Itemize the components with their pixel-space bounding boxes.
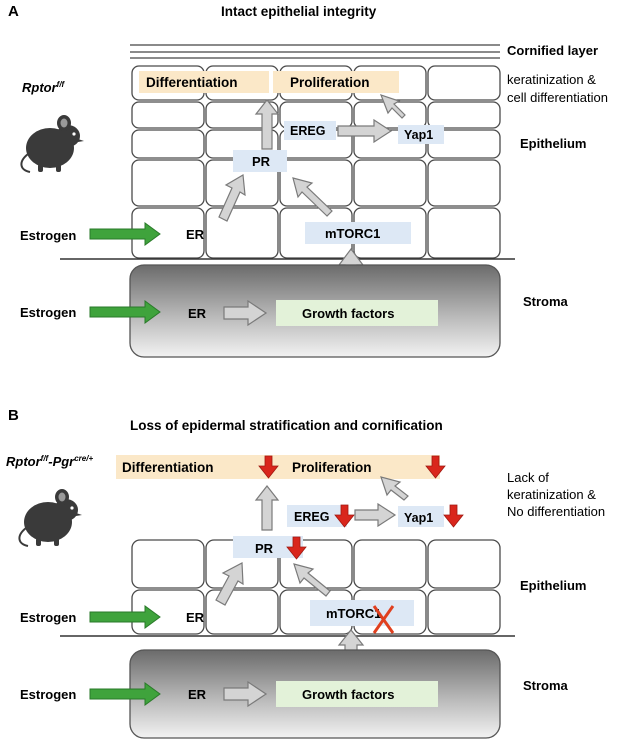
proliferation-label-a: Proliferation (290, 75, 370, 90)
ereg-box-a (284, 121, 336, 140)
panel-a-title: Intact epithelial integrity (221, 4, 377, 19)
arrow-ereg-to-yap1-b (354, 502, 397, 528)
mtorc1-box-b (310, 600, 414, 626)
cornified-layer-label: Cornified layer (507, 43, 598, 58)
estrogen-arrow-stroma-b (89, 682, 161, 706)
arrow-er-to-pr-a (218, 174, 246, 222)
estrogen-epi-label-a: Estrogen (20, 228, 76, 243)
ereg-label-a: EREG (290, 124, 325, 138)
growth-factors-box-a (276, 300, 438, 326)
lack-label-b-1: Lack of (507, 470, 549, 485)
keratinization-label-a-1: keratinization & (507, 72, 596, 87)
lack-label-b-2: keratinization & (507, 487, 596, 502)
red-down-arrow-icon (443, 504, 464, 528)
yap1-label-b: Yap1 (404, 511, 433, 525)
epithelium-label-a: Epithelium (520, 136, 586, 151)
arrow-yap1-to-proliferation-b (380, 476, 409, 501)
arrow-yap1-to-proliferation-a (379, 94, 406, 119)
er-epi-label-a: ER (186, 227, 205, 242)
mtorc1-box-a (305, 222, 411, 244)
inhibition-x-icon (372, 605, 395, 634)
red-down-arrow-icon (334, 504, 355, 528)
pr-label-b: PR (255, 541, 274, 556)
estrogen-arrow-epi-b (89, 605, 161, 629)
arrow-er-to-gf-a (223, 299, 268, 327)
estrogen-epi-label-b: Estrogen (20, 610, 76, 625)
estrogen-arrow-epi-a (89, 222, 161, 246)
differentiation-label-a: Differentiation (146, 75, 238, 90)
growth-factors-label-b: Growth factors (302, 687, 394, 702)
differentiation-label-b: Differentiation (122, 460, 214, 475)
pr-label-a: PR (252, 154, 271, 169)
arrow-er-to-gf-b (223, 680, 268, 708)
ereg-box-b (287, 505, 347, 527)
epithelium-label-b: Epithelium (520, 578, 586, 593)
growth-factors-label-a: Growth factors (302, 306, 394, 321)
arrow-er-to-pr-b (215, 562, 244, 606)
differentiation-box-b (116, 455, 286, 479)
proliferation-label-b: Proliferation (292, 460, 372, 475)
er-epi-label-b: ER (186, 610, 205, 625)
yap1-box-b (398, 506, 444, 527)
panel-b-genotype: Rptorf/f-Pgrcre/+ (6, 454, 93, 469)
er-stroma-label-b: ER (188, 687, 207, 702)
arrow-pr-to-differentiation-b (254, 485, 280, 531)
arrow-mtorc1-to-pr-b (293, 563, 331, 597)
ereg-label-b: EREG (294, 510, 329, 524)
panel-b: B Loss of epidermal stratification and c… (6, 407, 605, 739)
arrow-ereg-to-yap1-a (337, 118, 393, 144)
mtorc1-label-a: mTORC1 (325, 226, 380, 241)
panel-a: A Intact epithelial integrity Cornified … (8, 3, 608, 358)
pr-box-a (233, 150, 287, 172)
estrogen-stroma-label-b: Estrogen (20, 687, 76, 702)
panel-a-genotype: Rptorf/f (22, 80, 66, 95)
pr-box-b (233, 536, 303, 558)
panel-b-letter: B (8, 407, 19, 424)
arrow-pr-to-differentiation-a (254, 99, 280, 150)
growth-factors-box-b (276, 681, 438, 707)
differentiation-box-a (139, 71, 269, 93)
stroma-label-a: Stroma (523, 294, 569, 309)
er-stroma-label-a: ER (188, 306, 207, 321)
proliferation-box-a (273, 71, 399, 93)
estrogen-arrow-stroma-a (89, 300, 161, 324)
panel-a-letter: A (8, 3, 19, 20)
red-down-arrow-icon (425, 455, 446, 479)
red-down-arrow-icon (258, 455, 279, 479)
estrogen-stroma-label-a: Estrogen (20, 305, 76, 320)
arrow-mtorc1-to-pr-a (292, 177, 333, 217)
yap1-label-a: Yap1 (404, 128, 433, 142)
mouse-icon (18, 489, 82, 547)
mouse-icon (20, 115, 84, 173)
mtorc1-label-b: mTORC1 (326, 606, 381, 621)
red-down-arrow-icon (286, 536, 307, 560)
yap1-box-a (398, 125, 444, 144)
proliferation-box-b (286, 455, 440, 479)
lack-label-b-3: No differentiation (507, 504, 605, 519)
cornified-layer-lines (130, 44, 500, 59)
panel-b-title: Loss of epidermal stratification and cor… (130, 418, 443, 433)
stroma-label-b: Stroma (523, 678, 569, 693)
keratinization-label-a-2: cell differentiation (507, 90, 608, 105)
